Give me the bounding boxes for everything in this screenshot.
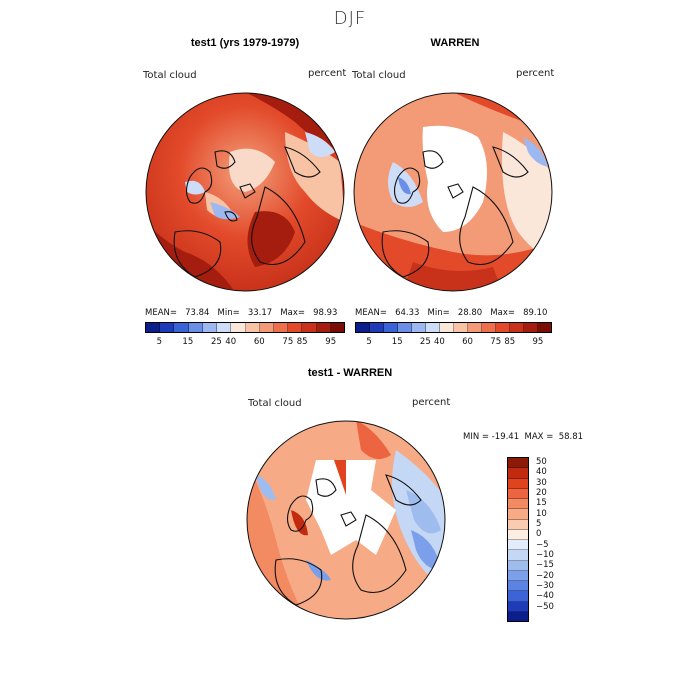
colorbar-tick-label: 50 (536, 457, 547, 468)
colorbar-swatch (330, 323, 345, 332)
colorbar-swatch (146, 323, 161, 332)
diff-title: test1 - WARREN (307, 367, 393, 379)
colorbar-tick-label: 15 (182, 337, 194, 347)
colorbar-swatch (412, 323, 426, 332)
colorbar-tick-label: −40 (536, 591, 554, 602)
colorbar-swatch (231, 323, 246, 332)
panel1-colorbar (145, 322, 345, 333)
colorbar-swatch (440, 323, 454, 332)
panel1-stats: MEAN= 73.84 Min= 33.17 Max= 98.93 (145, 308, 338, 318)
colorbar-swatch (508, 519, 528, 530)
colorbar-swatch (508, 468, 528, 479)
colorbar-swatch (426, 323, 440, 332)
colorbar-tick-label: 0 (536, 529, 542, 540)
colorbar-swatch (508, 458, 528, 469)
panel2-colorbar (355, 322, 552, 333)
colorbar-swatch (468, 323, 482, 332)
colorbar-tick-label: 15 (391, 337, 403, 347)
panel1-colorbar-ticks: 5 15 25 40 60 75 85 95 (145, 337, 345, 349)
colorbar-tick-label: 40 (225, 337, 237, 347)
colorbar-swatch (288, 323, 303, 332)
colorbar-swatch (259, 323, 274, 332)
colorbar-swatch (398, 323, 412, 332)
colorbar-tick-label: −20 (536, 570, 554, 581)
diff-colorbar (507, 457, 529, 622)
colorbar-swatch (508, 560, 528, 571)
diff-units-label: percent (412, 397, 451, 408)
colorbar-tick-label: −5 (536, 539, 549, 550)
colorbar-tick-label: 5 (366, 337, 372, 347)
colorbar-tick-label: 25 (211, 337, 222, 347)
colorbar-swatch (508, 529, 528, 540)
colorbar-swatch (316, 323, 331, 332)
colorbar-swatch (508, 478, 528, 489)
panel1-polar-map (145, 92, 345, 292)
colorbar-swatch (302, 323, 317, 332)
colorbar-tick-label: 75 (490, 337, 502, 347)
colorbar-tick-label: 40 (434, 337, 445, 347)
colorbar-swatch (508, 488, 528, 499)
colorbar-tick-label: 75 (282, 337, 294, 347)
colorbar-tick-label: 85 (296, 337, 308, 347)
colorbar-tick-label: 30 (536, 477, 547, 488)
colorbar-swatch (508, 540, 528, 551)
diff-polar-map (246, 420, 446, 620)
colorbar-swatch (538, 323, 551, 332)
colorbar-tick-label: −30 (536, 580, 554, 591)
colorbar-tick-label: 40 (536, 467, 547, 478)
colorbar-swatch (508, 591, 528, 602)
diff-colorbar-labels: 50 40 30 20 15 10 5 0 −5 −10 −15 −20 −30 −40 −50 (536, 457, 576, 622)
colorbar-tick-label: 5 (156, 337, 162, 347)
colorbar-tick-label: 20 (536, 488, 547, 499)
colorbar-swatch (510, 323, 524, 332)
colorbar-tick-label: 5 (536, 519, 542, 530)
panel2-colorbar-ticks: 5 15 25 40 60 75 85 95 (355, 337, 552, 349)
colorbar-swatch (217, 323, 232, 332)
colorbar-swatch (508, 611, 528, 621)
colorbar-swatch (273, 323, 289, 332)
panel2-units-label: percent (516, 68, 555, 79)
colorbar-tick-label: 15 (536, 498, 547, 509)
colorbar-tick-label: 85 (504, 337, 516, 347)
panel2-polar-map (353, 92, 553, 292)
colorbar-swatch (508, 601, 528, 612)
colorbar-swatch (508, 570, 528, 581)
colorbar-swatch (160, 323, 175, 332)
colorbar-swatch (508, 581, 528, 592)
panel1-variable-label: Total cloud (143, 70, 197, 81)
colorbar-swatch (174, 323, 189, 332)
colorbar-swatch (524, 323, 538, 332)
colorbar-swatch (496, 323, 510, 332)
diff-stats: MIN = -19.41 MAX = 58.81 (463, 432, 584, 442)
colorbar-tick-label: 60 (462, 337, 473, 347)
colorbar-swatch (356, 323, 370, 332)
colorbar-swatch (245, 323, 260, 332)
colorbar-tick-label: −50 (536, 601, 554, 612)
colorbar-tick-label: −10 (536, 549, 554, 560)
colorbar-swatch (454, 323, 468, 332)
season-title: DJF (333, 8, 367, 29)
diff-variable-label: Total cloud (248, 398, 302, 409)
colorbar-swatch (370, 323, 384, 332)
colorbar-tick-label: 95 (325, 337, 337, 347)
panel1-units-label: percent (308, 68, 347, 79)
colorbar-tick-label: −15 (536, 560, 554, 571)
colorbar-swatch (384, 323, 398, 332)
panel2-title: WARREN (430, 37, 480, 49)
colorbar-swatch (188, 323, 203, 332)
colorbar-swatch (202, 323, 218, 332)
panel1-title: test1 (yrs 1979-1979) (190, 37, 300, 49)
colorbar-swatch (508, 509, 528, 520)
colorbar-swatch (482, 323, 496, 332)
panel2-stats: MEAN= 64.33 Min= 28.80 Max= 89.10 (355, 308, 548, 318)
colorbar-swatch (508, 499, 528, 510)
panel2-variable-label: Total cloud (352, 70, 406, 81)
colorbar-tick-label: 10 (536, 508, 547, 519)
colorbar-tick-label: 95 (532, 337, 544, 347)
colorbar-swatch (508, 550, 528, 561)
colorbar-tick-label: 25 (419, 337, 431, 347)
colorbar-tick-label: 60 (253, 337, 265, 347)
